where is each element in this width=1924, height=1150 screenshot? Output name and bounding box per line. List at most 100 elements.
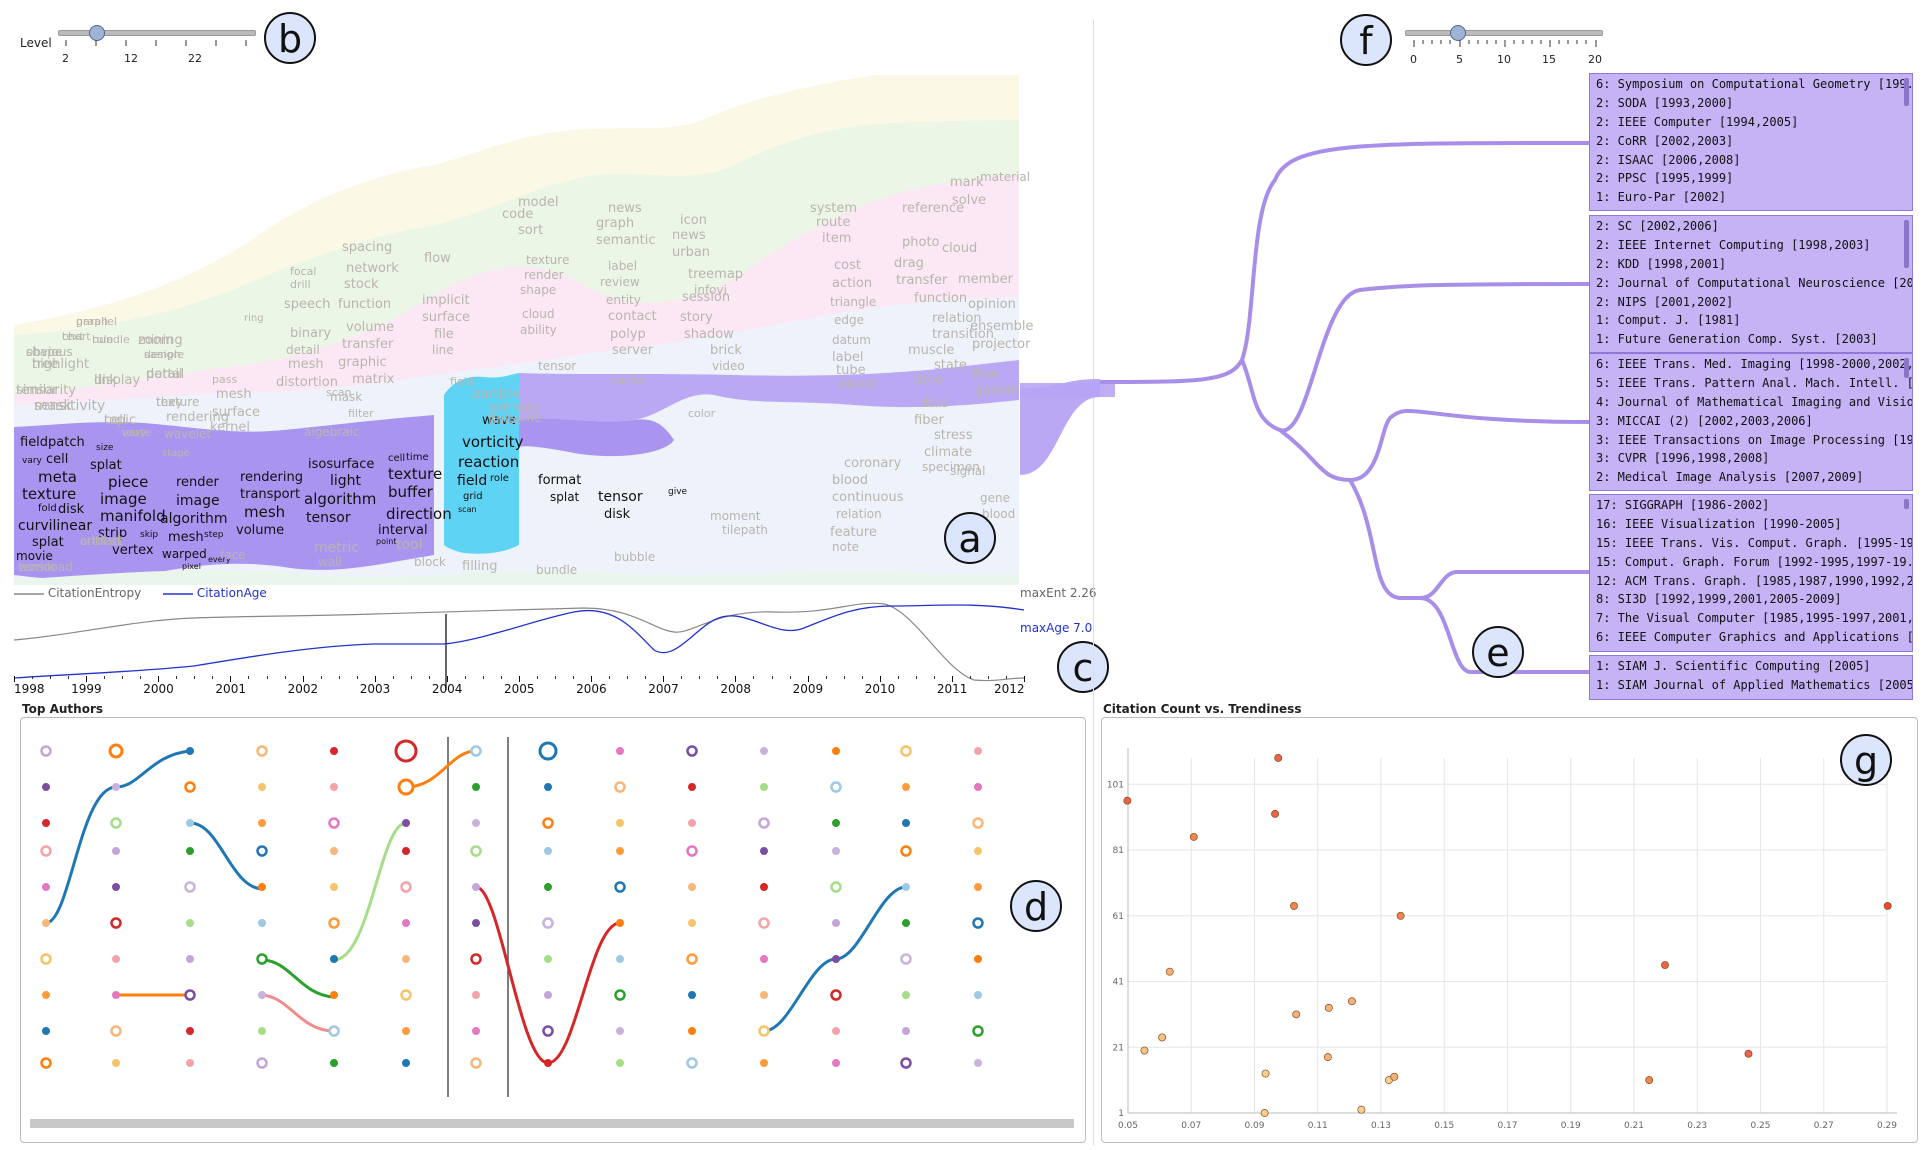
topic-word[interactable]: pass: [212, 373, 238, 386]
topic-word[interactable]: splat: [32, 535, 64, 550]
topic-word[interactable]: semantic: [596, 233, 656, 248]
author-marker[interactable]: [974, 1059, 982, 1067]
author-marker[interactable]: [544, 991, 552, 999]
topic-word[interactable]: parallel: [76, 315, 117, 328]
author-marker[interactable]: [974, 783, 982, 791]
topic-word[interactable]: muscle: [908, 343, 955, 358]
topic-word[interactable]: label: [832, 350, 864, 365]
venue-group-4[interactable]: 17: SIGGRAPH [1986-2002] 16: IEEE Visual…: [1589, 494, 1913, 652]
author-marker[interactable]: [112, 1059, 120, 1067]
venue-entry[interactable]: 2: ISAAC [2006,2008]: [1596, 152, 1741, 167]
scatter-point[interactable]: [1390, 1072, 1399, 1081]
venue-entry[interactable]: 2: SC [2002,2006]: [1596, 219, 1719, 233]
author-marker[interactable]: [330, 847, 338, 855]
author-marker[interactable]: [258, 783, 266, 791]
scatter-point[interactable]: [1323, 1053, 1332, 1062]
topic-word[interactable]: ability: [520, 323, 557, 337]
topic-word[interactable]: algebraic: [304, 425, 360, 439]
author-marker[interactable]: [110, 917, 122, 929]
author-marker[interactable]: [902, 1027, 910, 1035]
topic-word[interactable]: splat: [550, 490, 580, 504]
topic-word[interactable]: code: [502, 207, 534, 222]
topic-word[interactable]: volume: [236, 523, 285, 538]
author-marker[interactable]: [258, 919, 266, 927]
scatter-point[interactable]: [1274, 754, 1283, 762]
topic-word[interactable]: detail: [146, 367, 183, 382]
topic-word[interactable]: render: [524, 268, 564, 282]
author-marker[interactable]: [256, 745, 268, 757]
topic-word[interactable]: shape: [520, 283, 557, 297]
topic-word[interactable]: flow: [424, 251, 451, 266]
topic-word[interactable]: wavelet: [164, 427, 212, 441]
depth-slider-thumb[interactable]: [1450, 25, 1466, 41]
author-marker[interactable]: [186, 819, 194, 827]
topic-word[interactable]: give: [668, 487, 688, 497]
scatter-point[interactable]: [1396, 911, 1405, 920]
venue-group-1[interactable]: 6: Symposium on Computational Geometry […: [1589, 73, 1913, 211]
topic-word[interactable]: material: [980, 170, 1031, 184]
topic-word[interactable]: opinion: [968, 297, 1016, 312]
topic-word[interactable]: session: [682, 290, 731, 305]
topic-word[interactable]: sensitivity: [34, 398, 106, 414]
author-marker[interactable]: [758, 917, 770, 929]
topic-word[interactable]: direction: [386, 505, 452, 523]
topic-word[interactable]: drill: [290, 278, 311, 291]
topic-word[interactable]: scan: [326, 386, 352, 399]
author-marker[interactable]: [972, 817, 984, 829]
author-marker[interactable]: [832, 819, 840, 827]
author-marker[interactable]: [542, 917, 554, 929]
venue-entry[interactable]: 15: Comput. Graph. Forum [1992-1995,1997…: [1596, 554, 1912, 569]
topic-word[interactable]: text: [62, 330, 84, 343]
author-marker[interactable]: [614, 781, 626, 793]
topic-word[interactable]: texture: [156, 395, 200, 409]
topic-word[interactable]: signal: [950, 464, 986, 478]
scatter-point[interactable]: [1347, 997, 1356, 1006]
author-marker[interactable]: [472, 883, 480, 891]
topic-word[interactable]: tensor: [306, 510, 351, 526]
level-slider-track[interactable]: [58, 30, 256, 36]
author-marker[interactable]: [832, 955, 840, 963]
author-marker[interactable]: [544, 883, 552, 891]
topic-word[interactable]: fiber: [914, 413, 944, 428]
author-marker[interactable]: [42, 819, 50, 827]
topic-word[interactable]: splat: [90, 458, 122, 473]
scatter-point[interactable]: [1165, 967, 1174, 976]
topic-word[interactable]: shadow: [684, 327, 734, 342]
author-marker[interactable]: [830, 781, 842, 793]
author-marker[interactable]: [112, 955, 120, 963]
scatter-point[interactable]: [1158, 1033, 1167, 1042]
topic-word[interactable]: mesh: [168, 530, 204, 545]
topic-word[interactable]: field: [457, 473, 488, 489]
topic-word[interactable]: strip: [98, 526, 128, 541]
topic-word[interactable]: design: [144, 348, 181, 361]
topic-word[interactable]: stress: [934, 428, 973, 443]
topic-word[interactable]: cell: [388, 453, 406, 464]
author-marker[interactable]: [40, 745, 52, 757]
topic-word[interactable]: news: [608, 201, 642, 216]
author-marker[interactable]: [760, 783, 768, 791]
topic-word[interactable]: meta: [38, 468, 77, 486]
scatter-chart[interactable]: 0.05 0.07 0.09 0.11 0.13 0.15 0.17 0.19 0.21 0.23…: [1101, 717, 1916, 1141]
scatter-point[interactable]: [1661, 961, 1669, 970]
topic-word[interactable]: time: [406, 452, 429, 463]
topic-word[interactable]: relation: [932, 311, 982, 326]
author-marker[interactable]: [110, 817, 122, 829]
author-marker[interactable]: [688, 883, 696, 891]
topic-word[interactable]: dtus: [920, 396, 949, 411]
topic-word[interactable]: icon: [680, 213, 707, 228]
author-marker[interactable]: [902, 919, 910, 927]
author-marker[interactable]: [616, 919, 624, 927]
scatter-point[interactable]: [1271, 809, 1280, 818]
author-marker[interactable]: [900, 845, 912, 857]
topic-word[interactable]: climate: [924, 445, 973, 460]
author-marker[interactable]: [542, 1025, 554, 1037]
topic-word[interactable]: image: [100, 490, 147, 508]
author-marker[interactable]: [258, 1027, 266, 1035]
topic-word[interactable]: datum: [832, 333, 871, 347]
author-marker[interactable]: [256, 953, 268, 965]
author-marker[interactable]: [186, 955, 194, 963]
venue-entry[interactable]: 15: IEEE Trans. Vis. Comput. Graph. [199…: [1596, 535, 1912, 550]
topic-word[interactable]: image: [176, 493, 220, 509]
scatter-point[interactable]: [1260, 1109, 1269, 1117]
topic-word[interactable]: urban: [672, 245, 711, 260]
